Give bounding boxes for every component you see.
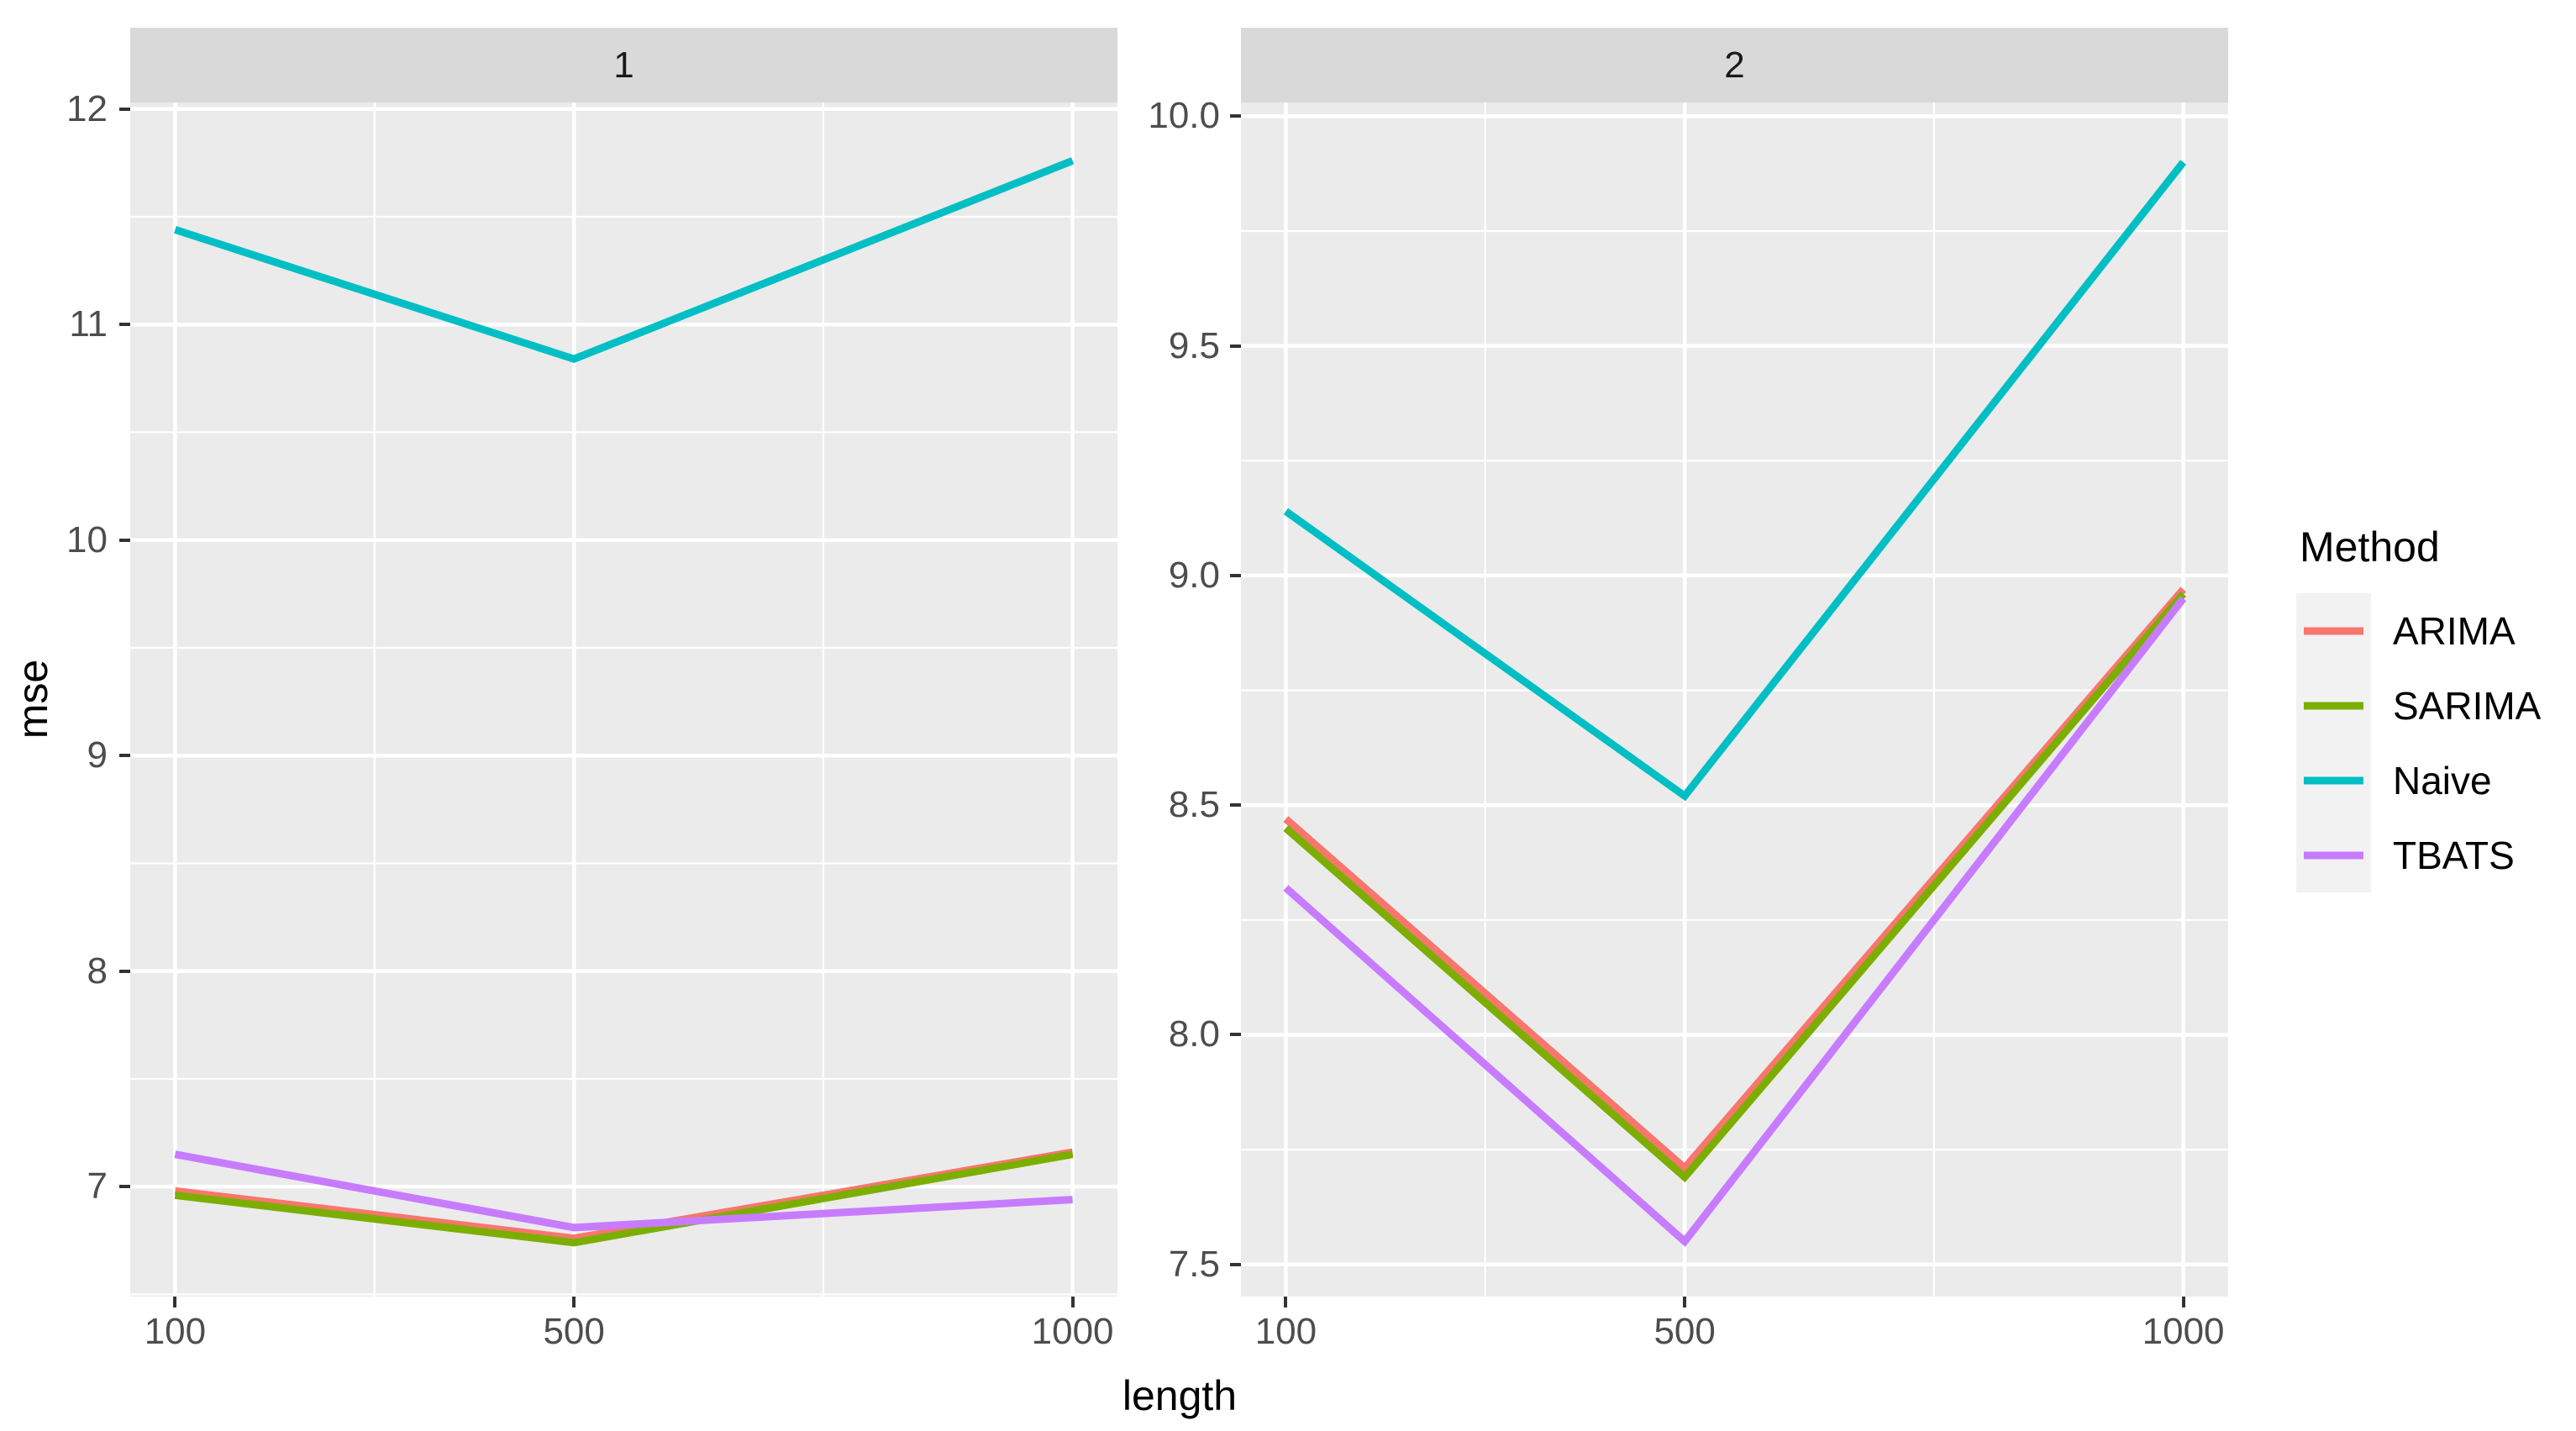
facet-strip-1: 1 bbox=[130, 28, 1117, 103]
panel-background bbox=[1241, 103, 2228, 1297]
facet-strip-2: 2 bbox=[1241, 28, 2228, 103]
y-tick-label: 8.0 bbox=[1168, 1013, 1220, 1055]
panel-background bbox=[130, 103, 1117, 1297]
legend-entry-label: Naive bbox=[2393, 758, 2492, 802]
x-tick-mark bbox=[173, 1297, 177, 1307]
x-axis-title: length bbox=[1122, 1372, 1238, 1419]
y-tick-mark bbox=[119, 754, 130, 758]
legend-key-Naive bbox=[2296, 743, 2371, 818]
y-tick-mark bbox=[1230, 803, 1241, 808]
y-tick-label: 8 bbox=[87, 950, 108, 992]
facet-label-2: 2 bbox=[1724, 44, 1745, 86]
y-tick-label: 9.0 bbox=[1168, 554, 1220, 596]
legend-entry-label: SARIMA bbox=[2393, 683, 2542, 728]
series-line-TBATS bbox=[174, 1150, 1073, 1232]
series-line-SARIMA bbox=[174, 1150, 1074, 1247]
x-tick-label: 500 bbox=[1653, 1311, 1716, 1352]
y-tick-mark bbox=[1230, 1262, 1241, 1266]
y-tick-mark bbox=[1230, 344, 1241, 348]
x-tick-label: 100 bbox=[144, 1311, 207, 1352]
y-tick-mark bbox=[119, 107, 130, 111]
y-tick-mark bbox=[1230, 114, 1241, 118]
legend-key-line-TBATS bbox=[2304, 851, 2363, 859]
y-tick-mark bbox=[1230, 573, 1241, 577]
y-tick-label: 10 bbox=[66, 518, 108, 560]
legend-entry-label: ARIMA bbox=[2393, 608, 2516, 653]
y-tick-label: 11 bbox=[69, 303, 108, 345]
y-tick-label: 9 bbox=[87, 734, 108, 776]
x-tick-mark bbox=[2181, 1297, 2185, 1307]
series-line-ARIMA bbox=[1283, 587, 2186, 1174]
x-tick-mark bbox=[572, 1297, 576, 1307]
x-tick-label: 1000 bbox=[2142, 1311, 2225, 1352]
y-tick-label: 7.5 bbox=[1168, 1243, 1220, 1285]
y-tick-mark bbox=[119, 969, 130, 973]
legend-key-TBATS bbox=[2296, 818, 2371, 892]
series-line-TBATS bbox=[1283, 596, 2187, 1247]
legend-title: Method bbox=[2300, 523, 2440, 571]
series-line-Naive bbox=[174, 157, 1075, 364]
legend-key-SARIMA bbox=[2296, 668, 2371, 743]
series-line-Naive bbox=[1283, 160, 2187, 802]
legend-key-line-SARIMA bbox=[2304, 702, 2363, 709]
legend-key-ARIMA bbox=[2296, 593, 2371, 668]
facet-label-1: 1 bbox=[613, 44, 634, 86]
y-tick-label: 10.0 bbox=[1148, 95, 1220, 137]
y-tick-mark bbox=[119, 1185, 130, 1189]
y-tick-label: 8.5 bbox=[1168, 784, 1220, 826]
y-tick-mark bbox=[119, 538, 130, 542]
series-line-SARIMA bbox=[1283, 591, 2187, 1183]
y-tick-mark bbox=[1230, 1033, 1241, 1037]
x-tick-mark bbox=[1683, 1297, 1687, 1307]
y-tick-label: 9.5 bbox=[1168, 324, 1220, 366]
legend-entry-label: TBATS bbox=[2393, 833, 2515, 877]
x-tick-mark bbox=[1284, 1297, 1288, 1307]
x-tick-mark bbox=[1070, 1297, 1075, 1307]
panel-1 bbox=[130, 103, 1117, 1297]
legend-key-line-Naive bbox=[2304, 776, 2363, 784]
y-tick-label: 12 bbox=[66, 87, 108, 129]
y-tick-mark bbox=[119, 323, 130, 327]
x-tick-label: 1000 bbox=[1031, 1311, 1114, 1352]
y-tick-label: 7 bbox=[87, 1165, 108, 1207]
legend-key-line-ARIMA bbox=[2304, 627, 2363, 634]
x-tick-label: 100 bbox=[1254, 1311, 1317, 1352]
x-tick-label: 500 bbox=[543, 1311, 605, 1352]
panel-2 bbox=[1241, 103, 2228, 1297]
y-axis-title: mse bbox=[9, 659, 56, 739]
